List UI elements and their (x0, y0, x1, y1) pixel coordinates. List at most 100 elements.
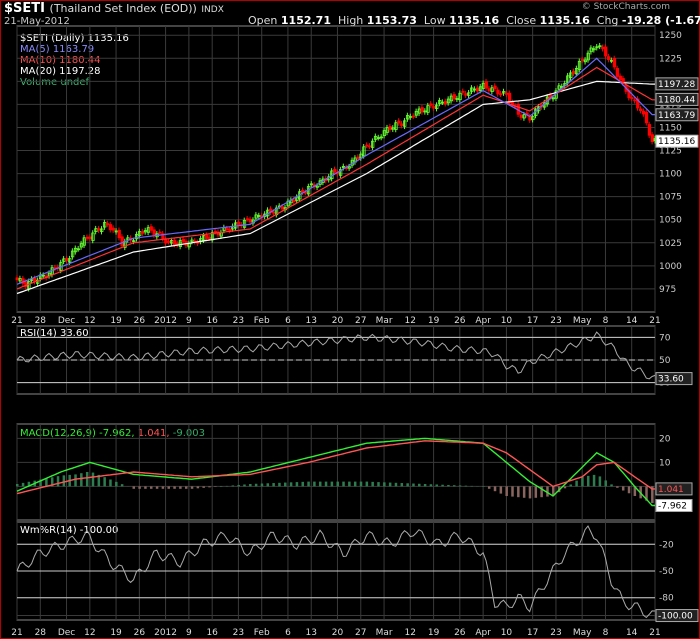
candle (108, 224, 113, 231)
candle (376, 137, 381, 139)
y-tick-0-1150: 1150 (659, 123, 682, 133)
price-label-box-1 (655, 92, 699, 106)
macd-hist-bar (406, 483, 409, 487)
macd-hist-bar (598, 476, 602, 487)
wmr-line (16, 525, 656, 619)
x-tick-bottom-3: 12 (84, 628, 95, 638)
macd-hist-bar (540, 486, 543, 498)
low-label: Low (423, 14, 446, 27)
candle (458, 92, 462, 101)
candle (204, 234, 209, 239)
candle (490, 87, 494, 93)
high-value: 1153.73 (366, 14, 417, 27)
candle (417, 108, 421, 114)
rsi-last-box (655, 372, 693, 386)
y-tick-3--50: -50 (659, 567, 674, 577)
macd-hist-bar (184, 486, 188, 489)
candle (470, 87, 474, 92)
macd-hist-bar (627, 486, 631, 494)
x-tick-top-23: May (573, 316, 592, 326)
candle (394, 122, 398, 130)
candle (574, 68, 579, 75)
x-tick-top-8: 16 (206, 316, 218, 326)
x-tick-top-13: 20 (332, 316, 344, 326)
x-tick-bottom-5: 26 (134, 628, 146, 638)
x-tick-bottom-6: 2012 (154, 628, 177, 638)
candle (65, 258, 69, 261)
macd-hist-bar (493, 486, 497, 492)
macd-hist-bar (80, 473, 83, 487)
candle (143, 230, 148, 233)
macd-hist-bar (487, 486, 491, 489)
candle (522, 114, 526, 119)
candle (641, 110, 646, 115)
date: 21-May-2012 (4, 16, 70, 27)
candle (455, 98, 459, 100)
candle (435, 104, 439, 109)
candle (609, 59, 614, 62)
candle (388, 126, 392, 130)
x-tick-top-0: 21 (11, 316, 22, 326)
candle (88, 236, 92, 240)
candle (207, 237, 212, 239)
macd-hist-bar (522, 486, 526, 498)
x-tick-bottom-16: 12 (405, 628, 416, 638)
y-tick-3--20: -20 (659, 540, 674, 550)
x-tick-bottom-4: 19 (110, 628, 122, 638)
x-tick-top-21: 17 (527, 316, 538, 326)
legend-ma20: MA(20) 1197.28 (20, 66, 101, 77)
candle (618, 75, 622, 81)
candle (73, 247, 78, 253)
open-label: Open (248, 14, 278, 27)
macd-hist-bar (610, 484, 613, 487)
macd-hist-bar (295, 482, 299, 487)
symbol: $SETI (4, 1, 45, 16)
candle (280, 206, 285, 210)
candle (601, 46, 605, 50)
macd-hist-bar (167, 486, 170, 489)
chg-label: Chg (596, 14, 619, 27)
y-tick-3--80: -80 (659, 594, 674, 604)
price-label-0: 1197.28 (658, 80, 695, 90)
candle (41, 274, 46, 277)
y-tick-1-50: 50 (659, 356, 671, 366)
candle (132, 240, 136, 243)
macd-hist-bar (499, 486, 503, 494)
macd-hist-bar (278, 482, 281, 487)
rsi-line (16, 331, 656, 380)
macd-hist-bar (91, 472, 95, 487)
y-tick-0-1000: 1000 (659, 262, 682, 272)
rsi-title: RSI(14) 33.60 (20, 328, 89, 339)
candle (592, 48, 596, 51)
signal-last-box (655, 482, 693, 496)
x-tick-bottom-21: 17 (527, 628, 538, 638)
x-tick-bottom-18: 26 (454, 628, 466, 638)
candle (537, 106, 541, 112)
macd-hist-bar (208, 486, 211, 488)
macd-hist-bar (202, 486, 205, 488)
x-tick-top-7: 9 (186, 316, 192, 326)
candle (76, 248, 81, 251)
candle (379, 136, 384, 139)
candle (271, 211, 276, 214)
candle (505, 92, 509, 95)
candle (414, 110, 419, 116)
macd-hist-bar (359, 481, 363, 487)
candle (245, 218, 250, 221)
candle (170, 240, 174, 244)
y-tick-0-1225: 1225 (659, 54, 682, 64)
macd-hist-bar (150, 486, 153, 489)
ohlc-summary: Open 1152.71 High 1153.73 Low 1135.16 Cl… (248, 14, 700, 27)
candle (362, 146, 366, 157)
macd-hist-bar (353, 481, 357, 487)
candle (111, 227, 116, 231)
candle (62, 258, 66, 262)
candle (178, 240, 183, 247)
candle (630, 97, 634, 99)
candle (152, 229, 156, 236)
candle (438, 100, 442, 104)
y-tick-0-1075: 1075 (659, 193, 682, 203)
x-tick-bottom-25: 14 (626, 628, 638, 638)
x-tick-top-24: 8 (603, 316, 609, 326)
signal-last-label: 1.041 (658, 485, 684, 495)
